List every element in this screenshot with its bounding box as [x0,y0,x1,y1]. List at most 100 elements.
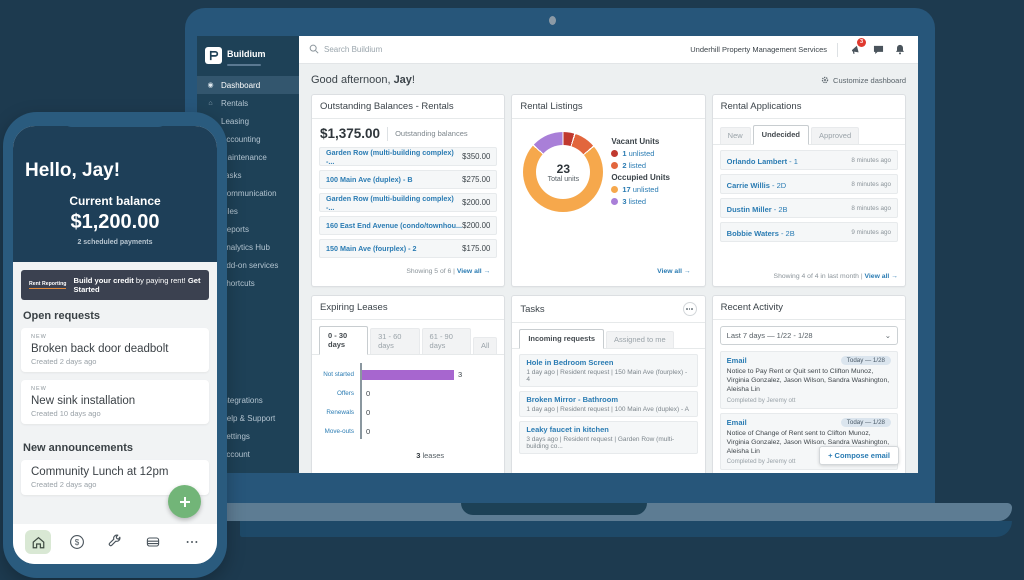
page-greeting: Good afternoon, Jay! [311,74,415,86]
divider [387,126,389,141]
chat-icon [873,45,883,54]
phone-screen: Hello, Jay! Current balance $1,200.00 2 … [13,126,217,564]
legend-occupied-unlisted[interactable]: 17 unlisted [611,185,670,194]
task-row[interactable]: Hole in Bedroom Screen 1 day ago | Reside… [519,354,698,387]
tab-31-60-days[interactable]: 31 - 60 days [370,328,420,354]
more-icon [186,541,198,543]
laptop-screen: Buildium ◉Dashboard ⌂Rentals ⚑Leasing $A… [197,36,918,473]
nav-maintenance-button[interactable] [102,530,128,554]
nav-payments-button[interactable]: $ [64,530,90,554]
dashboard-icon: ◉ [207,82,214,89]
phone-header: Hello, Jay! Current balance $1,200.00 2 … [13,126,217,262]
activity-date-badge: Today — 1/28 [840,356,891,365]
donut-legend: Vacant Units 1 unlisted 2 listed Occupie… [611,137,671,206]
rent-reporting-banner[interactable]: Rent Reporting Build your credit by payi… [21,270,209,300]
tasks-menu-button[interactable] [682,302,697,316]
tab-61-90-days[interactable]: 61 - 90 days [421,328,471,354]
balance-row[interactable]: 160 East End Avenue (condo/townhou... $20… [319,216,498,235]
outstanding-total: $1,375.00 [320,126,381,141]
view-all-link[interactable]: View all → [456,268,491,275]
new-badge: NEW [31,334,47,340]
widget-title: Expiring Leases [312,296,505,320]
notification-badge: 3 [857,37,866,47]
get-started-link[interactable]: Get Started [73,276,201,294]
tab-approved[interactable]: Approved [811,127,860,144]
tab-undecided[interactable]: Undecided [752,125,810,145]
tab-0-30-days[interactable]: 0 - 30 days [319,326,369,355]
global-search[interactable] [309,41,685,59]
view-all-link[interactable]: View all → [657,268,691,275]
buildium-logo-icon [205,46,222,64]
legend-vacant-listed[interactable]: 2 listed [611,161,670,170]
wrench-icon [108,534,121,547]
application-row[interactable]: Bobbie Waters - 2B 9 minutes ago [719,222,898,242]
dollar-icon: $ [69,535,84,549]
widget-title: Recent Activity [712,296,905,320]
legend-occupied-listed[interactable]: 3 listed [611,197,670,206]
bell-icon [896,44,904,55]
dashboard-content: Good afternoon, Jay! Customize dashboard… [299,64,918,473]
sidebar-item-dashboard[interactable]: ◉ Dashboard [197,76,299,94]
rentals-icon: ⌂ [208,99,213,107]
sidebar-item-rentals[interactable]: ⌂ Rentals [197,94,299,112]
bar-label-move-outs[interactable]: Move-outs [324,428,354,435]
activity-item[interactable]: Email Today — 1/28 Notice of Change of Re… [719,412,898,471]
legend-dot [611,186,619,193]
bar-label-not-started[interactable]: Not started [323,371,354,378]
nav-home-button[interactable] [25,530,52,554]
view-all-link[interactable]: View all → [864,273,898,280]
new-badge: NEW [31,386,47,392]
drawer-icon [147,537,160,547]
plus-icon [179,496,190,507]
topbar-divider [837,42,838,57]
scheduled-payments[interactable]: 2 scheduled payments [77,239,153,246]
bar-label-offers[interactable]: Offers [336,390,354,397]
nav-amenities-button[interactable] [140,530,166,554]
nav-more-button[interactable] [179,530,205,554]
laptop-base [190,503,1012,521]
phone-nav-bar: $ [13,524,217,564]
add-request-fab[interactable] [168,485,201,518]
request-card[interactable]: NEW New sink installation Created 10 day… [21,380,209,424]
buildium-logo-text: Buildium [227,49,266,59]
customize-dashboard-button[interactable]: Customize dashboard [821,76,906,85]
gear-icon [821,76,829,84]
activity-item[interactable]: Email Today — 1/28 Notice to Pay Rent or … [719,351,898,409]
widget-expiring-leases: Expiring Leases 0 - 30 days 31 - 60 days… [311,295,506,473]
search-input[interactable] [324,45,685,54]
open-requests-title: Open requests [23,310,101,322]
phone-greeting: Hello, Jay! [25,160,121,181]
bar-not-started [362,369,454,380]
messages-button[interactable] [870,43,886,57]
legend-vacant-unlisted[interactable]: 1 unlisted [611,149,670,158]
tab-all[interactable]: All [472,337,498,354]
task-row[interactable]: Broken Mirror - Bathroom 1 day ago | Resi… [519,391,698,417]
widget-tasks: Tasks Incoming requests Assigned to me H… [511,295,706,473]
date-range-select[interactable]: Last 7 days — 1/22 - 1/28 ⌄ [719,326,898,345]
legend-dot [611,150,619,157]
application-row[interactable]: Dustin Miller - 2B 8 minutes ago [719,198,898,218]
announcements-title: New announcements [23,442,134,454]
alerts-button[interactable] [892,43,908,57]
laptop-mockup: Buildium ◉Dashboard ⌂Rentals ⚑Leasing $A… [185,8,935,505]
request-card[interactable]: NEW Broken back door deadbolt Created 2 … [21,328,209,372]
application-row[interactable]: Carrie Willis - 2D 8 minutes ago [719,174,898,194]
buildium-logo[interactable]: Buildium [197,36,299,76]
laptop-base-shadow [240,521,1012,537]
main-area: Underhill Property Management Services 3 [299,36,918,473]
balance-row[interactable]: Garden Row (multi-building complex) -...… [319,147,498,166]
legend-dot [611,162,619,169]
compose-email-button[interactable]: + Compose email [819,446,899,465]
task-row[interactable]: Leaky faucet in kitchen 3 days ago | Resi… [519,421,698,454]
tab-assigned-to-me[interactable]: Assigned to me [606,331,674,348]
bar-label-renewals[interactable]: Renewals [326,409,354,416]
tab-new[interactable]: New [719,127,751,144]
balance-row[interactable]: 150 Main Ave (fourplex) - 2 $175.00 [319,239,498,258]
announcements-button[interactable]: 3 [848,37,866,57]
balance-row[interactable]: Garden Row (multi-building complex) -...… [319,193,498,212]
leases-bar-chart: Not started 3 Offers 0 Renewals 0 Move-outs… [312,355,504,441]
balance-row[interactable]: 100 Main Ave (duplex) - B $275.00 [319,170,498,189]
tab-incoming-requests[interactable]: Incoming requests [519,329,605,349]
